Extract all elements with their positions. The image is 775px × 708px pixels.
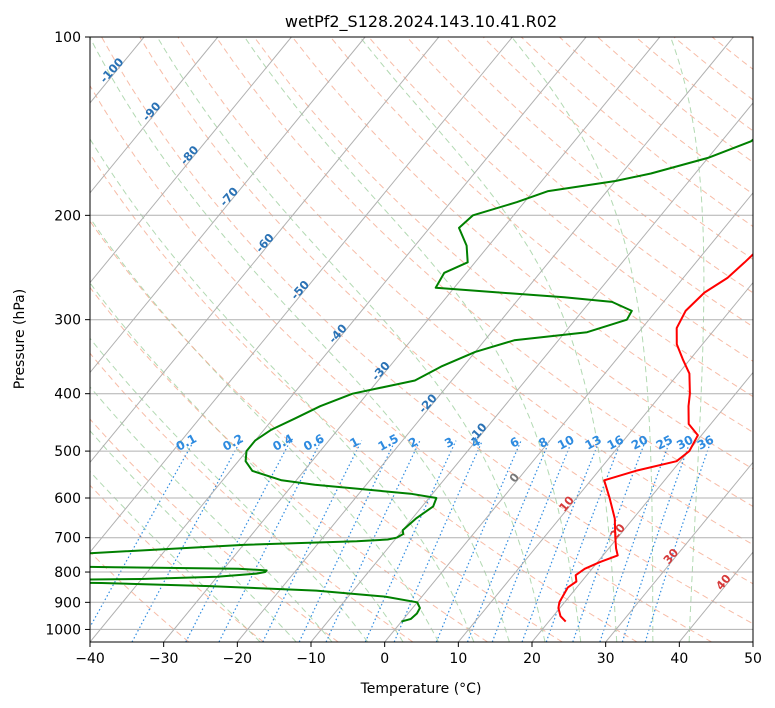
isotherm-gridline (236, 37, 734, 642)
mixing-ratio-line (90, 440, 195, 629)
mixing-ratio-line (435, 440, 522, 642)
y-tick-label: 900 (54, 595, 81, 611)
isotherm-gridline (384, 192, 753, 642)
moist-adiabat-line (90, 337, 369, 642)
temperature-profile-line (557, 253, 753, 623)
dry-adiabat-line (330, 37, 753, 398)
x-tick-label: 20 (523, 651, 541, 667)
isotherm-gridline (90, 37, 513, 553)
mixing-ratio-line (131, 440, 242, 642)
y-tick-label: 300 (54, 313, 81, 329)
y-tick-label: 100 (54, 30, 81, 46)
y-tick-label: 1000 (45, 622, 81, 638)
mixing-ratio-line (393, 440, 483, 642)
isotherm-gridline (90, 37, 219, 194)
dry-adiabat-line (90, 286, 488, 642)
x-tick-label: −20 (223, 651, 253, 667)
isotherm-gridline (90, 37, 366, 374)
dry-adiabat-line (253, 37, 753, 470)
y-axis-label: Pressure (hPa) (12, 289, 28, 389)
isotherm-gridline (90, 37, 587, 642)
isotherm-gridline (90, 37, 292, 284)
dewpoint-profile-line (90, 138, 753, 623)
dry-adiabat-line (215, 37, 753, 507)
mixing-ratio-label: 16 (605, 432, 626, 452)
x-tick-label: 50 (744, 651, 762, 667)
isotherm-gridline (163, 37, 661, 642)
dry-adiabat-line (90, 153, 638, 642)
y-tick-label: 600 (54, 491, 81, 507)
x-axis: −40 −30 −20 −10 0 10 20 30 40 50 (75, 642, 762, 667)
moist-adiabat-line (90, 138, 475, 642)
x-tick-label: −30 (149, 651, 179, 667)
mixing-ratio-label: 10 (555, 432, 576, 452)
moist-adiabat-line (90, 386, 333, 642)
isotherm-gridline (457, 281, 753, 642)
mixing-ratio-line (644, 440, 712, 642)
x-tick-label: 0 (380, 651, 389, 667)
x-tick-label: −40 (75, 651, 105, 667)
moist-adiabat-line (511, 37, 654, 642)
dry-adiabat-line (90, 484, 264, 642)
mixing-ratio-label: 25 (654, 432, 675, 452)
dry-adiabat-line (90, 84, 712, 642)
isotherm-gridline (310, 102, 753, 642)
moist-adiabat-line (90, 37, 510, 642)
mixing-ratio-line (572, 440, 647, 642)
y-tick-label: 200 (54, 208, 81, 224)
moist-adiabat-line (670, 37, 705, 642)
moist-adiabat-line (90, 217, 439, 642)
dry-adiabat-line (90, 352, 414, 642)
y-tick-label: 700 (54, 531, 81, 547)
mixing-ratio-line (545, 440, 622, 642)
mixing-ratio-label: 36 (695, 432, 716, 452)
chart-title: wetPf2_S128.2024.143.10.41.R02 (285, 12, 557, 32)
x-tick-label: 10 (449, 651, 467, 667)
isotherm-gridline (605, 461, 753, 642)
isotherm-gridline (90, 37, 440, 464)
moist-adiabat-line (156, 37, 546, 642)
y-tick-label: 500 (54, 444, 81, 460)
y-tick-label: 800 (54, 565, 81, 581)
y-tick-label: 400 (54, 387, 81, 403)
dry-adiabat-line (90, 220, 563, 642)
x-tick-label: −10 (296, 651, 326, 667)
x-tick-label: 40 (670, 651, 688, 667)
x-tick-label: 30 (597, 651, 615, 667)
moist-adiabat-line (244, 37, 582, 642)
y-axis: 100 200 300 400 500 600 700 800 900 1000 (45, 30, 90, 638)
mixing-ratio-label: 13 (583, 432, 604, 452)
mixing-ratio-label: 20 (629, 432, 650, 452)
dry-adiabat-line (90, 551, 190, 642)
plot-frame (89, 36, 754, 643)
dry-adiabat-line (292, 37, 753, 433)
moist-adiabat-line (90, 282, 404, 642)
dry-adiabat-line (90, 418, 339, 642)
mixing-ratio-line (364, 440, 457, 642)
x-axis-label: Temperature (°C) (360, 681, 482, 697)
